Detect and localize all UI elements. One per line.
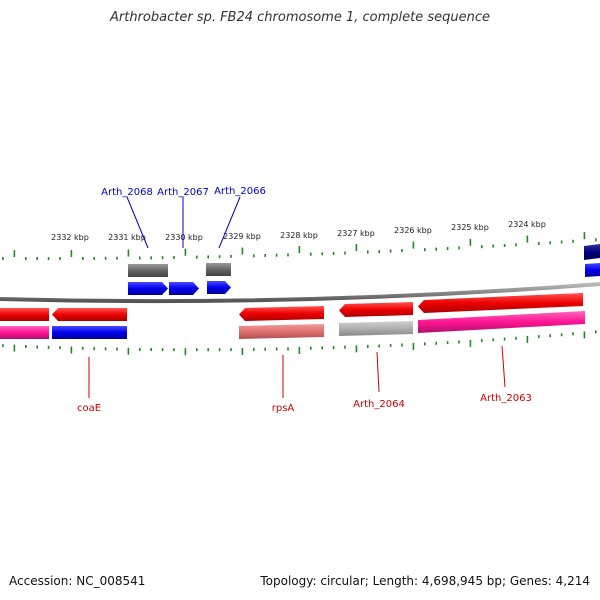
cds-arth-2063	[418, 293, 583, 313]
feature-grey	[128, 264, 168, 277]
scale-label: 2328 kbp	[280, 231, 318, 240]
feature-navy	[584, 244, 600, 260]
scale-label: 2325 kbp	[451, 223, 489, 232]
scale-label: 2326 kbp	[394, 226, 432, 235]
scale-ticks-top	[2, 232, 597, 261]
gene-label-arth-2066: Arth_2066	[214, 186, 266, 197]
forward-strand-features	[128, 244, 600, 295]
cds-arth-2066	[207, 281, 231, 294]
cds-arth-2068	[128, 282, 168, 295]
cds-coaE	[52, 308, 127, 321]
cds-blue-right-edge	[585, 263, 600, 277]
leader-arth-2064	[376, 351, 380, 393]
chromosome-backbone	[0, 282, 600, 304]
gene-labels: Arth_2068 Arth_2067 Arth_2066 coaE rpsA …	[77, 186, 532, 414]
scale-label: 2330 kbp	[165, 233, 203, 242]
accession-text: Accession: NC_008541	[9, 574, 146, 588]
feature-pink	[0, 326, 49, 339]
scale-label: 2329 kbp	[223, 232, 261, 241]
feature-light-grey	[339, 321, 413, 336]
cds-arth-2067	[169, 282, 199, 295]
scale-label: 2331 kbp	[108, 233, 146, 242]
feature-pink	[418, 311, 585, 333]
gene-label-arth-2068: Arth_2068	[101, 187, 153, 198]
scale-label: 2332 kbp	[51, 233, 89, 242]
feature-grey	[206, 263, 231, 276]
leader-arth-2066	[218, 196, 241, 249]
feature-blue	[52, 326, 127, 339]
cds-arth-2064	[339, 302, 413, 317]
scale-label: 2327 kbp	[337, 229, 375, 238]
gene-label-arth-2063: Arth_2063	[480, 393, 532, 404]
feature-salmon	[239, 324, 324, 339]
genome-summary-text: Topology: circular; Length: 4,698,945 bp…	[260, 574, 590, 588]
leader-arth-2068	[126, 196, 149, 249]
scale-label: 2324 kbp	[508, 220, 546, 229]
scale-labels: 2332 kbp 2331 kbp 2330 kbp 2329 kbp 2328…	[51, 220, 546, 242]
label-leaders	[88, 196, 506, 398]
scale-ticks-bottom	[2, 330, 597, 356]
cds-red-left-edge	[0, 308, 49, 321]
gene-label-arth-2064: Arth_2064	[353, 399, 405, 410]
map-title: Arthrobacter sp. FB24 chromosome 1, comp…	[109, 10, 491, 25]
gene-label-coaE: coaE	[77, 403, 101, 414]
reverse-strand-features	[0, 293, 585, 339]
leader-arth-2063	[501, 345, 506, 388]
gene-label-rpsA: rpsA	[272, 403, 295, 414]
gene-label-arth-2067: Arth_2067	[157, 187, 209, 198]
cds-rpsA	[239, 306, 324, 321]
